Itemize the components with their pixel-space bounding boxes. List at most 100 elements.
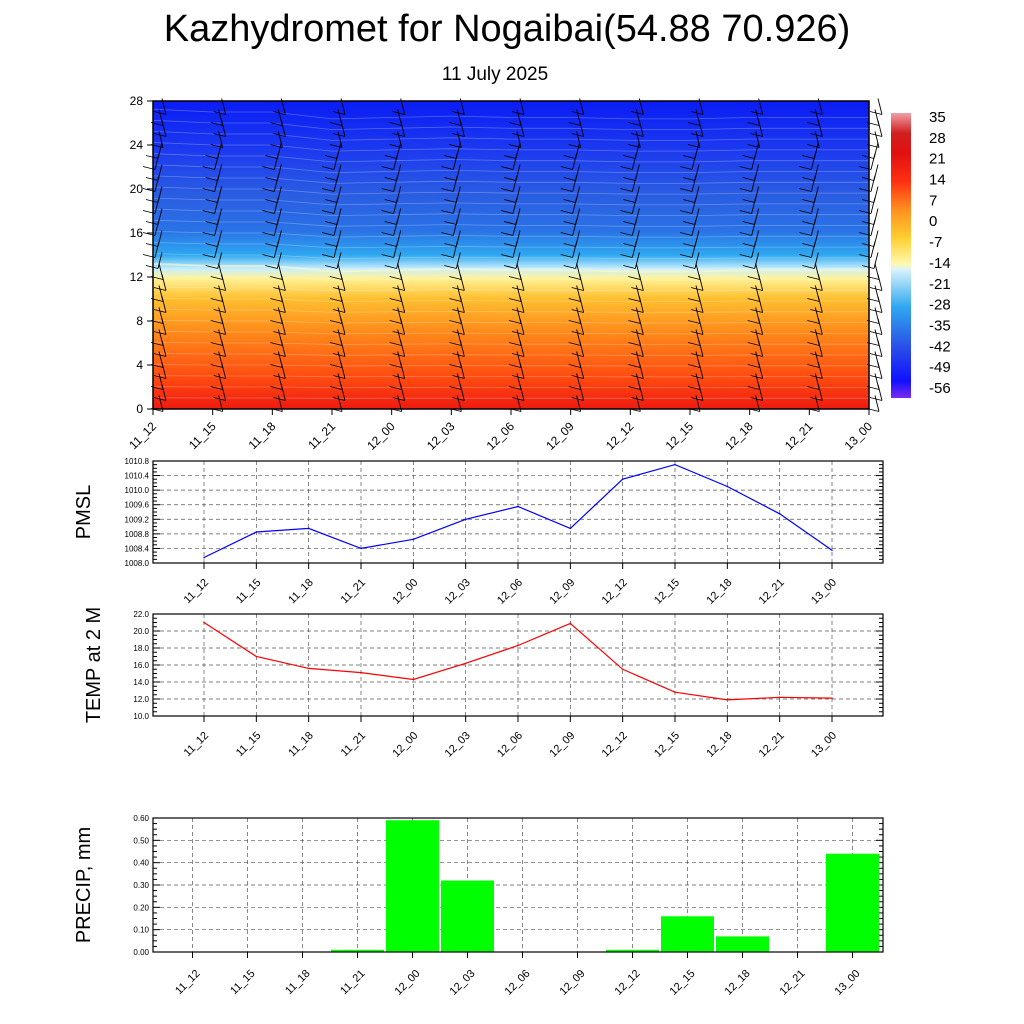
wind-barb-flag	[270, 320, 283, 324]
wind-barb-flag	[441, 166, 454, 170]
panel-frame	[152, 817, 884, 953]
wind-barb-flag	[332, 397, 346, 401]
wind-barb-staff	[337, 263, 343, 280]
wind-barb-staff	[575, 252, 581, 269]
wind-barb-staff	[576, 285, 582, 302]
wind-barb-flag	[449, 342, 462, 346]
data-point	[726, 699, 729, 701]
wind-barb-flag	[687, 320, 701, 324]
wind-barb-staff	[754, 142, 760, 159]
wind-barb-staff	[873, 208, 879, 225]
wind-barb-staff	[158, 329, 164, 346]
wind-barb-flag	[690, 331, 704, 335]
data-point	[674, 463, 676, 466]
wind-barb-flag	[210, 386, 223, 390]
precip-bar	[606, 949, 659, 952]
x-tick-label: 12_09	[558, 968, 588, 998]
wind-barb-staff	[158, 263, 164, 280]
y-tick-label: 20.0	[133, 627, 149, 636]
x-tick-label: 12_18	[723, 968, 753, 998]
isotherm-contour	[152, 208, 869, 217]
wind-barb-flag	[568, 276, 581, 280]
wind-barb-flag	[563, 221, 576, 225]
wind-barb-flag	[508, 122, 522, 126]
wind-barb-flag	[381, 188, 394, 192]
wind-barb-flag	[747, 386, 760, 390]
x-tick-label: 12_15	[652, 730, 682, 760]
data-point	[778, 513, 781, 515]
wind-barb-staff	[874, 329, 880, 346]
wind-barb-flag	[568, 320, 581, 324]
colorbar-label: -7	[929, 234, 942, 251]
x-tick-label: 12_09	[543, 419, 577, 453]
wind-barb-staff	[755, 373, 761, 390]
wind-barb-flag	[628, 298, 641, 302]
colorbar-label: 35	[929, 109, 946, 126]
wind-barb-flag	[690, 375, 704, 379]
wind-barb-staff	[694, 186, 700, 203]
wind-barb-flag	[869, 397, 883, 401]
wind-barb-flag	[511, 353, 525, 357]
wind-barb-flag	[690, 309, 704, 313]
x-tick-label: 12_06	[495, 577, 525, 607]
wind-barb-flag	[739, 254, 752, 258]
wind-barb-flag	[392, 375, 405, 379]
wind-barb-flag	[273, 397, 286, 401]
x-tick-label: 13_00	[833, 968, 863, 998]
wind-barb-flag	[623, 177, 636, 181]
wind-barb-staff	[634, 208, 640, 225]
wind-barb-staff	[157, 230, 163, 247]
wind-barb-flag	[441, 210, 454, 214]
wind-barb-flag	[869, 287, 883, 291]
wind-barb-staff	[516, 285, 522, 302]
y-tick-label: 1010.4	[125, 472, 150, 481]
wind-barb-flag	[810, 309, 823, 313]
wind-barb-flag	[444, 199, 457, 203]
wind-barb-staff	[635, 109, 641, 126]
wind-barb-flag	[861, 177, 875, 181]
wind-barb-flag	[623, 265, 636, 269]
wind-barb-flag	[444, 243, 457, 247]
wind-barb-staff	[456, 263, 462, 280]
wind-barb-flag	[444, 177, 457, 181]
wind-barb-flag	[202, 188, 215, 192]
wind-barb-flag	[511, 331, 525, 335]
wind-barb-flag	[799, 210, 812, 214]
x-tick-label: 13_00	[809, 730, 839, 760]
wind-barb-staff	[813, 164, 819, 181]
wind-barb-flag	[690, 133, 704, 137]
wind-barb-staff	[576, 131, 582, 148]
page-subtitle: 11 July 2025	[441, 64, 549, 85]
wind-barb-staff	[814, 351, 820, 368]
wind-barb-flag	[861, 265, 875, 269]
wind-barb-flag	[807, 298, 820, 302]
wind-barb-staff	[277, 285, 283, 302]
wind-barb-flag	[682, 243, 696, 247]
wind-barb-flag	[742, 155, 755, 159]
wind-barb-flag	[563, 155, 576, 159]
colorbar-label: 0	[929, 213, 937, 230]
wind-barb-flag	[324, 199, 338, 203]
wind-barb-flag	[750, 133, 763, 137]
wind-barb-flag	[503, 221, 517, 225]
wind-barb-staff	[276, 230, 282, 247]
wind-barb-staff	[814, 109, 820, 126]
wind-barb-staff	[157, 186, 163, 203]
temperature-field	[153, 101, 869, 409]
wind-barb-flag	[213, 353, 226, 357]
wind-barb-staff	[635, 263, 641, 280]
wind-barb-flag	[739, 232, 752, 236]
x-tick-label: 12_03	[424, 419, 458, 453]
wind-barb-flag	[690, 353, 704, 357]
wind-barb-flag	[750, 375, 763, 379]
y-axis-label: PRECIP, mm	[73, 827, 95, 943]
y-tick-label: 0.50	[133, 836, 149, 845]
wind-barb-flag	[444, 265, 457, 269]
wind-barb-staff	[813, 252, 819, 269]
wind-barb-flag	[508, 342, 522, 346]
wind-barb-flag	[332, 111, 346, 115]
wind-barb-flag	[503, 265, 517, 269]
wind-barb-staff	[873, 142, 879, 159]
y-tick-label: 0.20	[133, 903, 149, 912]
wind-barb-flag	[802, 177, 815, 181]
